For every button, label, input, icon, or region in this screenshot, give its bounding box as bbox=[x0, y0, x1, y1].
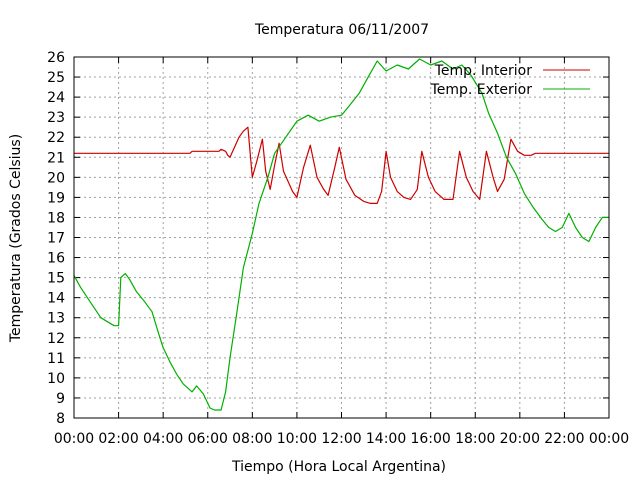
x-tick-label: 12:00 bbox=[321, 431, 361, 447]
y-tick-label: 21 bbox=[47, 150, 65, 166]
y-tick-label: 17 bbox=[47, 231, 65, 247]
x-tick-label: 10:00 bbox=[277, 431, 317, 447]
y-tick-label: 12 bbox=[47, 331, 65, 347]
legend-label-interior: Temp. Interior bbox=[434, 63, 533, 79]
series-line-exterior bbox=[73, 58, 609, 411]
x-tick-label: 14:00 bbox=[366, 431, 406, 447]
y-tick-label: 14 bbox=[47, 291, 65, 307]
y-tick-label: 9 bbox=[56, 391, 65, 407]
x-tick-label: 22:00 bbox=[544, 431, 584, 447]
series-lines bbox=[73, 58, 609, 411]
x-tick-label: 00:00 bbox=[54, 431, 94, 447]
y-tick-label: 16 bbox=[47, 251, 65, 267]
y-tick-label: 11 bbox=[47, 351, 65, 367]
y-tick-label: 18 bbox=[47, 210, 65, 226]
series-line-interior bbox=[74, 126, 609, 204]
y-tick-label: 22 bbox=[47, 130, 65, 146]
x-tick-label: 00:00 bbox=[589, 431, 629, 447]
y-tick-label: 23 bbox=[47, 110, 65, 126]
y-tick-label: 26 bbox=[47, 50, 65, 66]
y-axis-label: Temperatura (Grados Celsius) bbox=[8, 134, 24, 343]
y-tick-label: 13 bbox=[47, 311, 65, 327]
x-axis-label: Tiempo (Hora Local Argentina) bbox=[231, 459, 446, 475]
x-tick-label: 20:00 bbox=[500, 431, 540, 447]
y-tick-label: 25 bbox=[47, 70, 65, 86]
x-tick-label: 02:00 bbox=[98, 431, 138, 447]
legend-label-exterior: Temp. Exterior bbox=[430, 82, 533, 98]
grid-lines bbox=[74, 57, 609, 418]
x-tick-label: 08:00 bbox=[232, 431, 272, 447]
legend: Temp. Interior Temp. Exterior bbox=[430, 63, 590, 98]
x-tick-label: 06:00 bbox=[188, 431, 228, 447]
y-tick-label: 10 bbox=[47, 371, 65, 387]
x-tick-label: 18:00 bbox=[455, 431, 495, 447]
y-tick-label: 8 bbox=[56, 411, 65, 427]
y-tick-label: 15 bbox=[47, 271, 65, 287]
plot-frame bbox=[73, 56, 610, 419]
x-tick-label: 16:00 bbox=[410, 431, 450, 447]
x-axis-ticks: 00:00 02:00 04:00 06:00 08:00 10:00 12:00 14:00… bbox=[54, 57, 629, 447]
y-axis-ticks: 8 9 10 11 12 13 14 15 16 17 18 19 20 21 22 23 24 25 26 bbox=[47, 50, 609, 427]
y-tick-label: 24 bbox=[47, 90, 65, 106]
chart-title: Temperatura 06/11/2007 bbox=[254, 22, 429, 38]
y-tick-label: 19 bbox=[47, 190, 65, 206]
y-tick-label: 20 bbox=[47, 170, 65, 186]
x-tick-label: 04:00 bbox=[143, 431, 183, 447]
